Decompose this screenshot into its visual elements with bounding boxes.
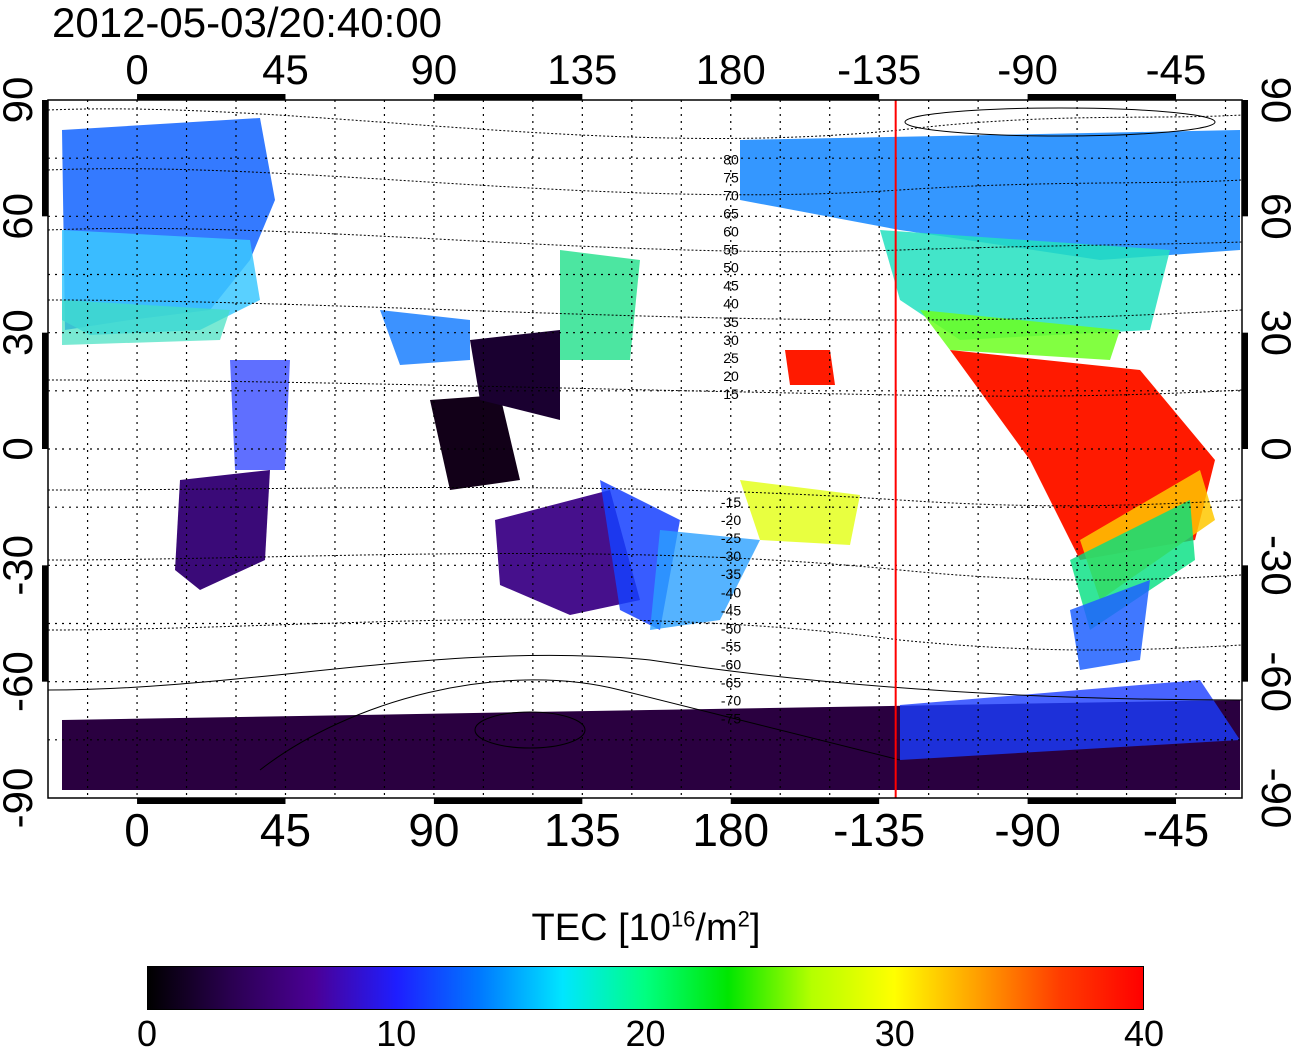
left-lat-label: 60	[0, 193, 41, 240]
colorbar-tick-label: 10	[376, 1013, 417, 1054]
left-lat-label: 30	[0, 309, 41, 356]
tec-region-nz	[650, 530, 760, 630]
contour-label: 15	[723, 386, 739, 402]
colorbar-tick-label: 20	[625, 1013, 666, 1054]
top-lon-label: -45	[1146, 46, 1207, 93]
bottom-lon-label: -45	[1143, 804, 1209, 856]
tec-region-australia	[495, 490, 640, 615]
contour-label: 40	[723, 296, 739, 312]
top-lon-label: 135	[547, 46, 617, 93]
top-lon-label: 90	[411, 46, 458, 93]
tec-colorbar	[147, 966, 1144, 1010]
right-lat-label: 30	[1253, 309, 1292, 356]
tec-region-asia-se	[470, 330, 560, 420]
right-lat-label: -30	[1253, 535, 1292, 596]
top-lon-labels: 0 45 90 135 180 -135 -90 -45	[125, 46, 1206, 93]
contour-label: -15	[721, 494, 741, 510]
contour-label: -40	[721, 584, 741, 600]
bottom-lon-label: 90	[408, 804, 459, 856]
contour-label: 20	[723, 368, 739, 384]
colorbar-title: TEC [1016/m2]	[531, 906, 761, 949]
contour-label: 30	[723, 332, 739, 348]
tec-region-asia	[380, 310, 470, 365]
contour-label: -30	[721, 548, 741, 564]
tec-region-india-ocean	[430, 395, 520, 490]
colorbar-tick-label: 0	[136, 1013, 158, 1054]
contour-label: 35	[723, 314, 739, 330]
contour-label: 70	[723, 188, 739, 204]
tec-region-pacific-red	[785, 350, 835, 385]
left-lat-label: -30	[0, 535, 41, 596]
tec-region-na-south	[920, 310, 1120, 360]
bottom-lon-label: 135	[544, 804, 621, 856]
tec-world-map: 80 75 70 65 60 55 50 45 40 35 30 25 20 15 -15 -20 -25 -30…	[0, 46, 1292, 856]
bottom-lon-labels: 0 45 90 135 180 -135 -90 -45	[124, 804, 1209, 856]
contour-label: 60	[723, 224, 739, 240]
tec-region-europe-south	[62, 300, 230, 345]
bottom-lon-label: -135	[833, 804, 925, 856]
tec-region-africa-east	[230, 360, 290, 470]
right-lat-label: 90	[1253, 77, 1292, 124]
contour-label: 45	[723, 278, 739, 294]
contour-label: -20	[721, 512, 741, 528]
contour-label: -25	[721, 530, 741, 546]
contour-label: 75	[723, 170, 739, 186]
left-lat-label: 90	[0, 77, 41, 124]
contour-label: -65	[721, 674, 741, 690]
top-lon-label: 0	[125, 46, 148, 93]
tec-region-east-asia	[560, 250, 640, 360]
contour-label: -35	[721, 566, 741, 582]
tec-region-na-mid	[880, 230, 1170, 340]
bottom-lon-label: -90	[994, 804, 1060, 856]
contour-label: -60	[721, 656, 741, 672]
contour-lines	[48, 107, 1242, 771]
tec-region-na-north	[740, 130, 1240, 260]
right-lat-label: 0	[1253, 437, 1292, 460]
tec-region-sa-green	[1070, 500, 1195, 630]
bottom-lon-label: 0	[124, 804, 150, 856]
contour-label: -70	[721, 692, 741, 708]
contour-label: -55	[721, 638, 741, 654]
contour-label: 25	[723, 350, 739, 366]
left-lat-label: -90	[0, 768, 41, 829]
contour-label: -75	[721, 710, 741, 726]
lat-lon-grid	[48, 100, 1242, 798]
timestamp-title: 2012-05-03/20:40:00	[52, 0, 442, 46]
colorbar-tick-label: 30	[874, 1013, 915, 1054]
top-lon-label: 45	[262, 46, 309, 93]
right-lat-labels: 90 60 30 0 -30 -60 -90	[1253, 77, 1292, 829]
tec-data-layer	[62, 118, 1240, 790]
tec-region-pacific-yellow	[740, 480, 860, 545]
left-lat-labels: 90 60 30 0 -30 -60 -90	[0, 77, 41, 829]
tec-region-sa-south	[1070, 580, 1150, 670]
bottom-lon-label: 180	[692, 804, 769, 856]
right-lat-label: -90	[1253, 768, 1292, 829]
left-lat-label: 0	[0, 437, 41, 460]
axis-bars	[42, 94, 1248, 804]
top-lon-label: 180	[696, 46, 766, 93]
colorbar-tick-label: 40	[1123, 1013, 1165, 1054]
contour-label: 80	[723, 151, 739, 167]
contour-label: -45	[721, 602, 741, 618]
bottom-lon-label: 45	[260, 804, 311, 856]
right-lat-label: -60	[1253, 651, 1292, 712]
contour-label: 50	[723, 260, 739, 276]
tec-region-africa-south	[175, 470, 270, 590]
top-lon-label: -90	[997, 46, 1058, 93]
contour-label-group: 80 75 70 65 60 55 50 45 40 35 30 25 20 15 -15 -20 -25 -30…	[721, 151, 741, 726]
contour-label: 65	[723, 206, 739, 222]
left-lat-label: -60	[0, 651, 41, 712]
contour-label: -50	[721, 620, 741, 636]
top-lon-label: -135	[837, 46, 921, 93]
right-lat-label: 60	[1253, 193, 1292, 240]
contour-label: 55	[723, 242, 739, 258]
